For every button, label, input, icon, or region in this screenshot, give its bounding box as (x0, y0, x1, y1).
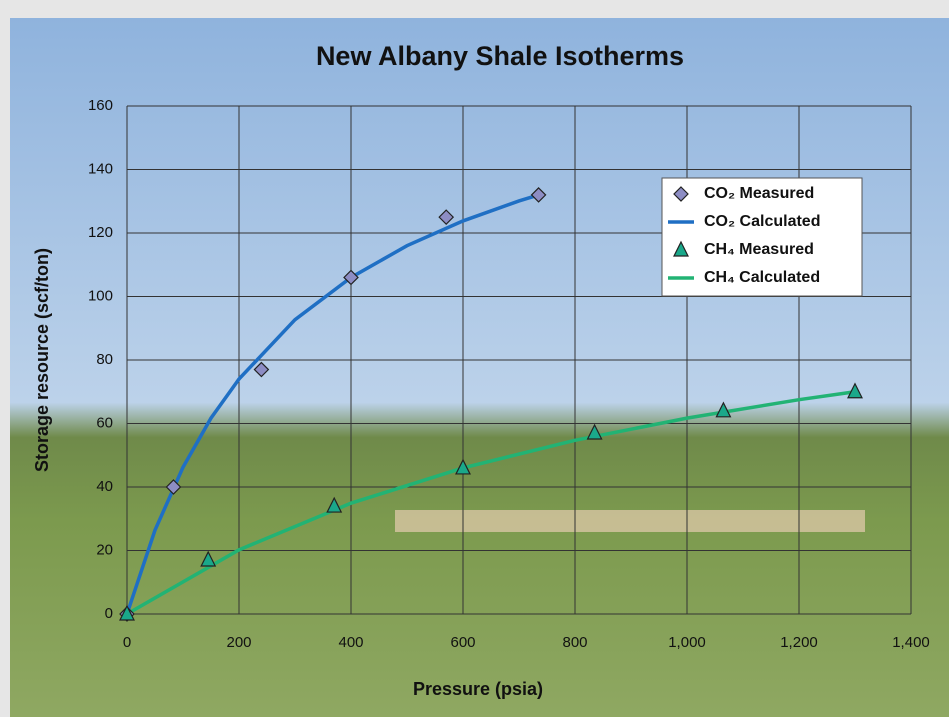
background-photo (10, 18, 949, 717)
triangle-marker (455, 458, 471, 475)
background-pad (395, 510, 865, 532)
x-tick-label: 1,000 (668, 634, 706, 651)
triangle-marker (326, 496, 343, 513)
triangle-marker (673, 240, 689, 257)
triangle-marker (715, 401, 732, 418)
x-tick-label: 0 (123, 634, 131, 651)
legend-label: CH₄ Calculated (704, 269, 820, 286)
y-tick-label: 120 (88, 224, 113, 241)
diamond-marker (165, 479, 182, 495)
y-tick-label: 40 (96, 478, 113, 495)
x-tick-label: 400 (338, 634, 363, 651)
triangle-marker (847, 382, 863, 399)
y-tick-label: 140 (88, 160, 113, 177)
legend: CO₂ Measured CO₂ Calculated CH₄ Measured CH… (661, 177, 863, 297)
chart-title: New Albany Shale Isotherms (316, 41, 684, 71)
triangle-marker (586, 423, 603, 440)
y-tick-label: 0 (105, 605, 113, 622)
x-tick-label: 1,400 (892, 634, 930, 651)
triangle-marker (119, 604, 135, 621)
legend-box (661, 177, 863, 297)
plot (119, 187, 863, 622)
y-tick-label: 100 (88, 287, 113, 304)
diamond-marker (253, 361, 270, 378)
triangle-marker (200, 550, 217, 567)
y-tick-label: 60 (96, 414, 113, 431)
x-tick-label: 200 (226, 634, 251, 651)
x-axis-label: Pressure (psia) (413, 679, 543, 699)
legend-label: CO₂ Calculated (704, 213, 820, 230)
diamond-marker (673, 186, 689, 202)
legend-label: CH₄ Measured (704, 241, 814, 258)
y-tick-label: 160 (88, 97, 113, 114)
y-tick-label: 20 (96, 541, 113, 558)
diamond-marker (530, 187, 547, 203)
legend-label: CO₂ Measured (704, 185, 814, 202)
y-axis-label: Storage resource (scf/ton) (32, 248, 52, 472)
x-tick-label: 800 (562, 634, 587, 651)
series-line (126, 390, 856, 616)
x-tick-label: 1,200 (780, 634, 818, 651)
diamond-marker (343, 269, 359, 286)
x-tick-label: 600 (450, 634, 475, 651)
diamond-marker (438, 209, 455, 225)
y-tick-label: 80 (96, 351, 113, 368)
